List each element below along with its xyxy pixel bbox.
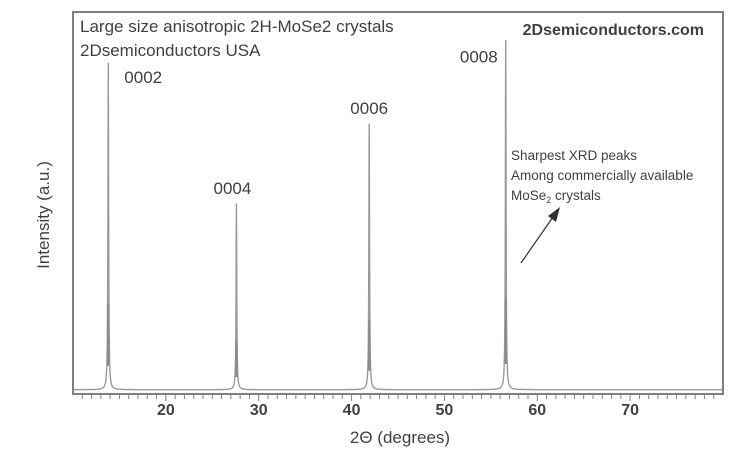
x-minor-ticks <box>81 395 715 401</box>
annotation-line-2: Among commercially available <box>511 168 693 183</box>
peak-label-0004: 0004 <box>214 179 252 198</box>
annotation-line-1: Sharpest XRD peaks <box>511 148 637 163</box>
peak-label-0002: 0002 <box>124 68 162 87</box>
peak-label-0008: 0008 <box>460 47 498 66</box>
title-line-1: Large size anisotropic 2H-MoSe2 crystals <box>80 17 394 36</box>
title-line-2: 2Dsemiconductors USA <box>80 41 261 60</box>
annotation-line-3: MoSe2 crystals <box>511 188 601 205</box>
x-tick-label: 20 <box>157 402 175 419</box>
x-tick-label: 50 <box>436 402 454 419</box>
y-axis-label: Intensity (a.u.) <box>34 161 53 269</box>
plot-frame <box>72 11 724 395</box>
x-tick-label: 60 <box>528 402 546 419</box>
annotation-arrow <box>520 216 554 264</box>
x-tick-label: 30 <box>250 402 268 419</box>
x-tick-label: 40 <box>343 402 361 419</box>
arrow-head-icon <box>548 207 560 222</box>
x-axis-label: 2Θ (degrees) <box>350 428 450 447</box>
x-tick-label: 70 <box>621 402 639 419</box>
xrd-trace <box>73 40 723 391</box>
brand-label: 2Dsemiconductors.com <box>523 22 704 39</box>
peak-label-0006: 0006 <box>350 99 388 118</box>
